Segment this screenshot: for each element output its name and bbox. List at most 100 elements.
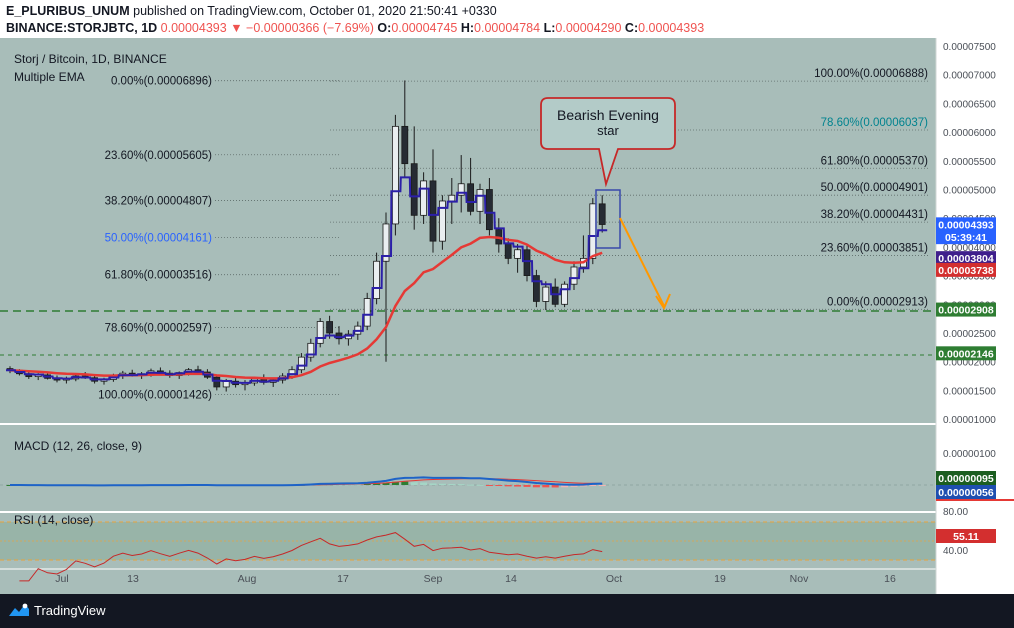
candle-body[interactable] — [420, 180, 428, 216]
macd-bar[interactable] — [514, 485, 522, 487]
macd-pane[interactable] — [0, 427, 936, 511]
price-tick: 0.00005000 — [943, 186, 996, 197]
price-badge[interactable]: 0.00002146 — [936, 346, 996, 361]
macd-bar[interactable] — [401, 481, 409, 485]
chart-title[interactable]: Storj / Bitcoin, 1D, BINANCE — [14, 52, 167, 66]
candle-body[interactable] — [448, 194, 456, 202]
candle-body[interactable] — [410, 163, 418, 216]
candle-body[interactable] — [222, 380, 230, 388]
candle-body[interactable] — [467, 183, 475, 212]
price-tick: 0.00005500 — [943, 157, 996, 168]
price-badge[interactable]: 0.00003804 — [936, 251, 996, 266]
macd-bar[interactable] — [344, 484, 352, 486]
macd-bar[interactable] — [598, 485, 606, 486]
candle-body[interactable] — [514, 249, 521, 259]
rsi-legend[interactable]: RSI (14, close) — [14, 513, 93, 527]
macd-bar[interactable] — [429, 483, 437, 485]
price-badge[interactable]: 0.00000056 — [936, 485, 996, 499]
time-label: Jul — [55, 573, 68, 585]
price-pane[interactable] — [0, 38, 936, 423]
fib-right-label: 100.00%(0.00006888) — [814, 68, 928, 80]
macd-bar[interactable] — [420, 482, 428, 485]
ema-legend[interactable]: Multiple EMA — [14, 70, 85, 84]
price-badge[interactable]: 0.00002908 — [936, 302, 996, 317]
tradingview-logo-icon[interactable] — [8, 602, 30, 618]
candle-body[interactable] — [457, 183, 465, 196]
candle-body[interactable] — [297, 356, 305, 371]
macd-bar[interactable] — [457, 484, 465, 486]
macd-bar[interactable] — [354, 484, 362, 486]
macd-bar[interactable] — [589, 485, 597, 486]
price-badge[interactable]: 0.00004393 — [936, 217, 996, 232]
candle-body[interactable] — [429, 180, 437, 242]
macd-bar[interactable] — [476, 484, 484, 486]
price-badge[interactable]: 0.00000095 — [936, 471, 996, 485]
candle-body[interactable] — [335, 332, 343, 340]
header-bar: E_PLURIBUS_UNUM published on TradingView… — [0, 0, 1014, 38]
macd-bar[interactable] — [485, 485, 493, 486]
candle-body[interactable] — [288, 369, 296, 377]
fib-right-label: 38.20%(0.00004431) — [821, 209, 929, 221]
open-label: O: — [377, 21, 392, 35]
macd-bar[interactable] — [382, 483, 390, 485]
macd-bar[interactable] — [373, 483, 381, 485]
macd-line[interactable] — [10, 476, 603, 487]
macd-bar[interactable] — [561, 485, 569, 488]
price-badge[interactable]: 55.11 — [936, 529, 996, 543]
brand-name[interactable]: TradingView — [34, 603, 106, 618]
fib-right-label: 61.80%(0.00005370) — [821, 155, 929, 167]
candle-body[interactable] — [391, 125, 399, 225]
candle-body[interactable] — [401, 125, 409, 165]
time-axis[interactable]: Jul 13 Aug 17 Sep 14 Oct 19 Nov 16 — [55, 573, 896, 585]
fib-left-label: 100.00%(0.00001426) — [98, 390, 212, 402]
author-name[interactable]: E_PLURIBUS_UNUM — [6, 4, 130, 18]
candle-body[interactable] — [542, 286, 550, 302]
macd-bar[interactable] — [579, 485, 587, 487]
macd-bar[interactable] — [495, 485, 503, 486]
macd-bar[interactable] — [523, 485, 531, 487]
macd-bar[interactable] — [391, 481, 399, 485]
chart-canvas[interactable]: 0.00%(0.00006896) 23.60%(0.00005605) 38.20… — [0, 38, 1014, 594]
fib-right-label: 78.60%(0.00006037) — [821, 117, 929, 129]
rsi-line[interactable] — [19, 532, 603, 582]
arrow-projection[interactable] — [619, 217, 671, 311]
price-badge[interactable]: 0.00003738 — [936, 262, 996, 277]
badge-label: 0.00002908 — [938, 305, 994, 317]
candle-body[interactable] — [523, 249, 531, 277]
candle-body[interactable] — [307, 342, 315, 358]
candle-body[interactable] — [373, 260, 381, 299]
price-tick: 0.00007500 — [943, 42, 996, 53]
macd-bar[interactable] — [551, 485, 559, 488]
candle-body[interactable] — [363, 298, 371, 327]
candle-body[interactable] — [316, 321, 324, 344]
macd-bar[interactable] — [448, 483, 456, 485]
candle-body[interactable] — [551, 286, 559, 305]
price-badge[interactable]: 05:39:41 — [936, 230, 996, 245]
symbol-label[interactable]: BINANCE:STORJBTC, 1D — [6, 21, 158, 35]
candle-body[interactable] — [598, 203, 606, 225]
macd-bar[interactable] — [467, 484, 475, 486]
macd-bar[interactable] — [542, 485, 550, 488]
macd-bar[interactable] — [410, 482, 418, 485]
macd-bar[interactable] — [570, 485, 578, 487]
candle-body[interactable] — [438, 200, 446, 242]
macd-bar[interactable] — [532, 485, 540, 488]
macd-bar[interactable] — [504, 485, 512, 487]
candle-body[interactable] — [570, 266, 578, 285]
candle-body[interactable] — [485, 189, 493, 231]
candle-body[interactable] — [533, 275, 540, 302]
candle-body[interactable] — [476, 189, 484, 212]
candle-body[interactable] — [504, 243, 512, 259]
ema-fast-line[interactable] — [6, 176, 608, 384]
macd-bar[interactable] — [438, 483, 446, 485]
candle-body[interactable] — [561, 283, 568, 305]
candle-body[interactable] — [589, 203, 597, 259]
candle-body[interactable] — [382, 223, 390, 262]
chart-area[interactable]: 0.00%(0.00006896) 23.60%(0.00005605) 38.20… — [0, 38, 1014, 594]
annotation-line-2: star — [597, 123, 619, 138]
candle-body[interactable] — [326, 321, 334, 334]
macd-bar[interactable] — [363, 483, 371, 485]
annotation-callout[interactable]: Bearish Evening star — [540, 97, 676, 188]
candle-body[interactable] — [213, 376, 221, 388]
macd-legend[interactable]: MACD (12, 26, close, 9) — [14, 439, 142, 453]
